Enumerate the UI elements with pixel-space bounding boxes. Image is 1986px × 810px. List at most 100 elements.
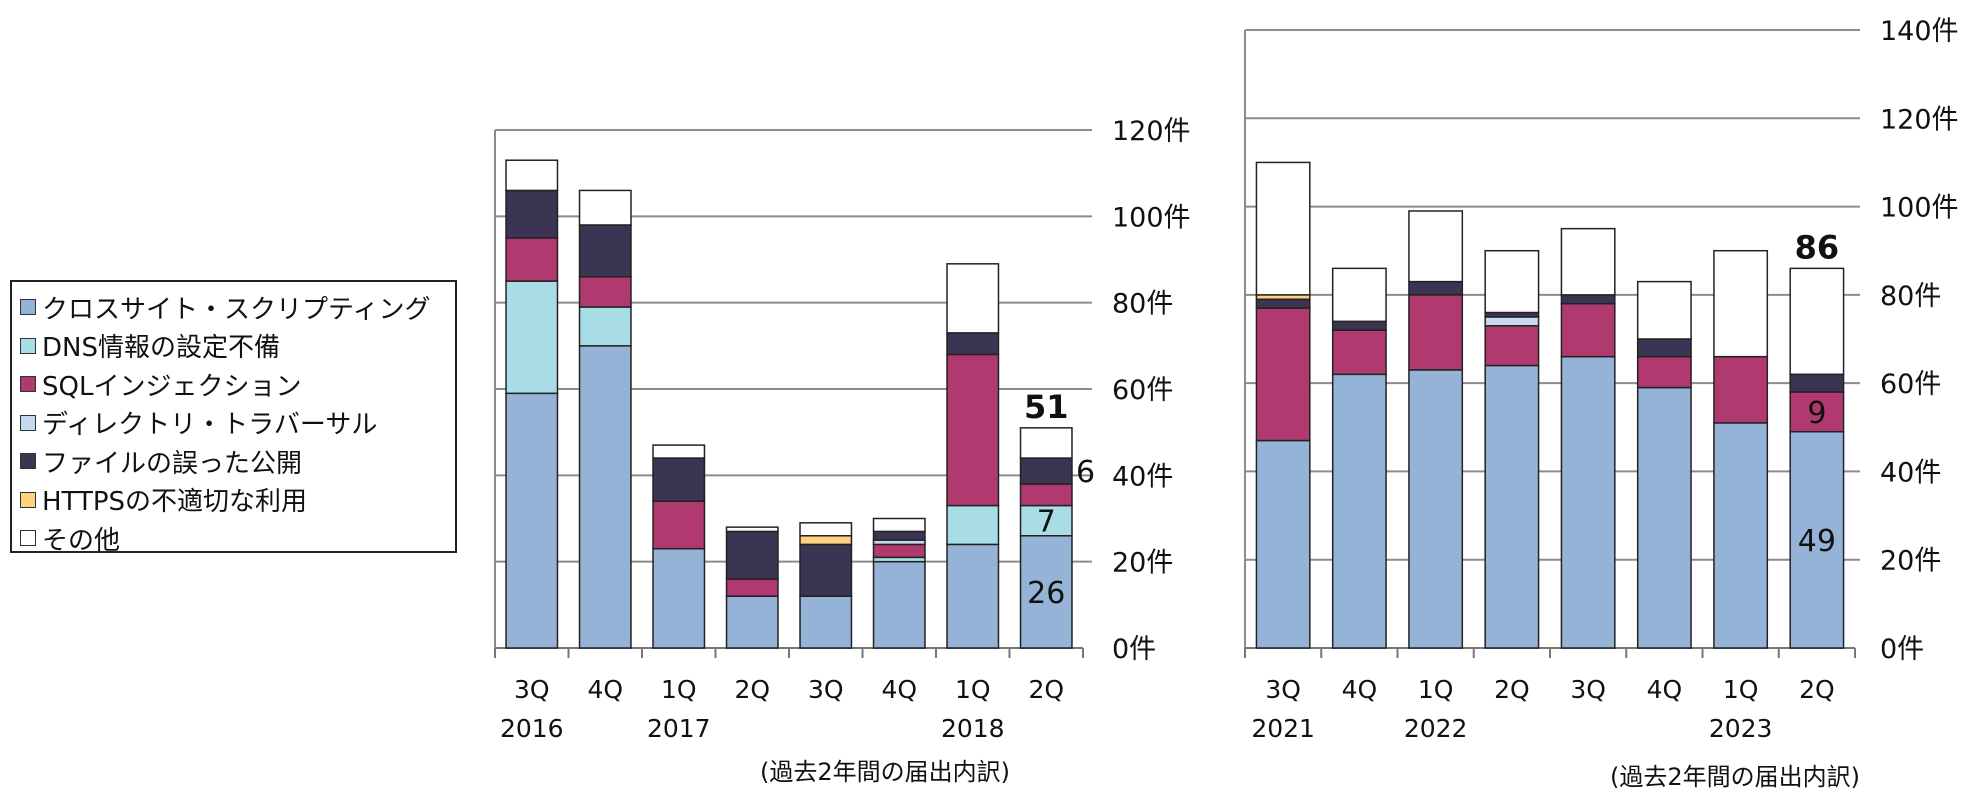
bar-segment xyxy=(505,237,559,282)
legend-label: その他 xyxy=(42,525,121,556)
x-tick-label: 3Q xyxy=(514,675,550,704)
legend-item: SQLインジェクション xyxy=(20,365,455,404)
legend-label: クロスサイト・スクリプティング xyxy=(42,294,431,325)
x-tick-label: 2Q xyxy=(1028,675,1064,704)
bar-segment xyxy=(1484,249,1540,314)
bar-segment xyxy=(1331,320,1387,331)
bar-segment xyxy=(725,530,779,580)
bar-segment xyxy=(1484,364,1540,649)
x-tick-label: 3Q xyxy=(1570,675,1606,704)
bar-segment xyxy=(1636,338,1692,358)
legend-label: HTTPSの不適切な利用 xyxy=(42,487,308,518)
bar-segment xyxy=(1019,504,1073,537)
bar-segment xyxy=(652,547,706,649)
bar-segment xyxy=(799,595,853,649)
bar-segment xyxy=(1560,294,1616,305)
bar-segment xyxy=(725,595,779,649)
legend-swatch xyxy=(20,376,36,393)
x-tick-label: 1Q xyxy=(955,675,991,704)
bar-segment xyxy=(1484,325,1540,367)
legend-swatch xyxy=(20,453,36,470)
bar-segment xyxy=(1331,373,1387,649)
bar-segment xyxy=(652,444,706,459)
bar-segment xyxy=(1255,298,1311,309)
x-tick-label: 2Q xyxy=(1799,675,1835,704)
bar-segment xyxy=(505,392,559,649)
legend-label: DNS情報の設定不備 xyxy=(42,333,280,364)
bar-segment xyxy=(872,530,926,541)
chart-caption: (過去2年間の届出内訳) xyxy=(760,758,1010,786)
legend-swatch xyxy=(20,491,36,508)
bar-segment xyxy=(1636,386,1692,649)
legend-item: DNS情報の設定不備 xyxy=(20,327,455,366)
y-tick-label: 80件 xyxy=(1880,281,1941,312)
legend-swatch xyxy=(20,414,36,431)
legend-label: SQLインジェクション xyxy=(42,371,302,402)
chart-caption: (過去2年間の届出内訳) xyxy=(1610,763,1860,791)
bar-segment xyxy=(1713,249,1769,358)
bar-segment xyxy=(652,500,706,550)
x-year-label: 2018 xyxy=(941,714,1005,743)
bar-segment xyxy=(578,276,632,308)
data-label: 9 xyxy=(1807,396,1826,431)
y-tick-label: 80件 xyxy=(1112,289,1173,320)
bar-segment xyxy=(1560,227,1616,296)
legend-label: ファイルの誤った公開 xyxy=(42,448,303,479)
x-tick-label: 4Q xyxy=(1647,675,1683,704)
y-tick-label: 60件 xyxy=(1880,369,1941,400)
y-tick-label: 20件 xyxy=(1112,548,1173,579)
x-year-label: 2016 xyxy=(500,714,564,743)
x-tick-label: 1Q xyxy=(1723,675,1759,704)
y-tick-label: 120件 xyxy=(1112,116,1191,147)
bar-segment xyxy=(946,353,1000,507)
bar-segment xyxy=(946,504,1000,546)
bar-segment xyxy=(1331,329,1387,376)
legend-label: ディレクトリ・トラバーサル xyxy=(42,410,378,441)
legend-item: クロスサイト・スクリプティング xyxy=(20,288,455,327)
bar-segment xyxy=(872,560,926,649)
bar-segment xyxy=(1408,280,1464,296)
x-tick-label: 3Q xyxy=(808,675,844,704)
x-year-label: 2017 xyxy=(647,714,711,743)
x-tick-label: 1Q xyxy=(661,675,697,704)
x-year-label: 2023 xyxy=(1709,714,1773,743)
bar-segment xyxy=(946,543,1000,649)
bar-segment xyxy=(1560,355,1616,649)
bar-segment xyxy=(1789,267,1845,376)
legend-item: ファイルの誤った公開 xyxy=(20,442,455,481)
bar-segment xyxy=(725,578,779,597)
legend-item: ディレクトリ・トラバーサル xyxy=(20,404,455,443)
bar-segment xyxy=(725,526,779,533)
y-tick-label: 40件 xyxy=(1112,461,1173,492)
bar-segment xyxy=(1636,280,1692,340)
bar-segment xyxy=(1408,369,1464,649)
bar-segment xyxy=(1255,161,1311,296)
x-tick-label: 1Q xyxy=(1418,675,1454,704)
chart-1: 0件 20件 40件 60件 80件 100件 120件 3Q 2016 4Q 1Q 2017 2Q 3Q… xyxy=(494,116,1191,786)
bar-segment xyxy=(1408,294,1464,371)
bar-segment xyxy=(1019,483,1073,507)
data-label: 26 xyxy=(1027,576,1065,611)
bar-segment xyxy=(1560,302,1616,358)
bar-segment xyxy=(505,189,559,239)
bar-segment xyxy=(505,159,559,192)
x-tick-label: 4Q xyxy=(1342,675,1378,704)
legend-swatch xyxy=(20,530,36,547)
y-tick-label: 20件 xyxy=(1880,546,1941,577)
total-label: 86 xyxy=(1795,228,1840,266)
bar-segment xyxy=(1789,373,1845,393)
x-tick-label: 3Q xyxy=(1265,675,1301,704)
bar-segment xyxy=(578,345,632,649)
y-tick-label: 40件 xyxy=(1880,457,1941,488)
bar-segment xyxy=(1484,316,1540,327)
bar-segment xyxy=(1408,210,1464,283)
bar-segment xyxy=(799,543,853,597)
y-tick-label: 0件 xyxy=(1112,634,1156,665)
legend-item: その他 xyxy=(20,519,455,558)
y-tick-label: 60件 xyxy=(1112,375,1173,406)
bar-segment xyxy=(1713,422,1769,649)
y-tick-label: 140件 xyxy=(1880,16,1959,47)
bar-segment xyxy=(1255,439,1311,649)
bar-segment xyxy=(578,224,632,278)
